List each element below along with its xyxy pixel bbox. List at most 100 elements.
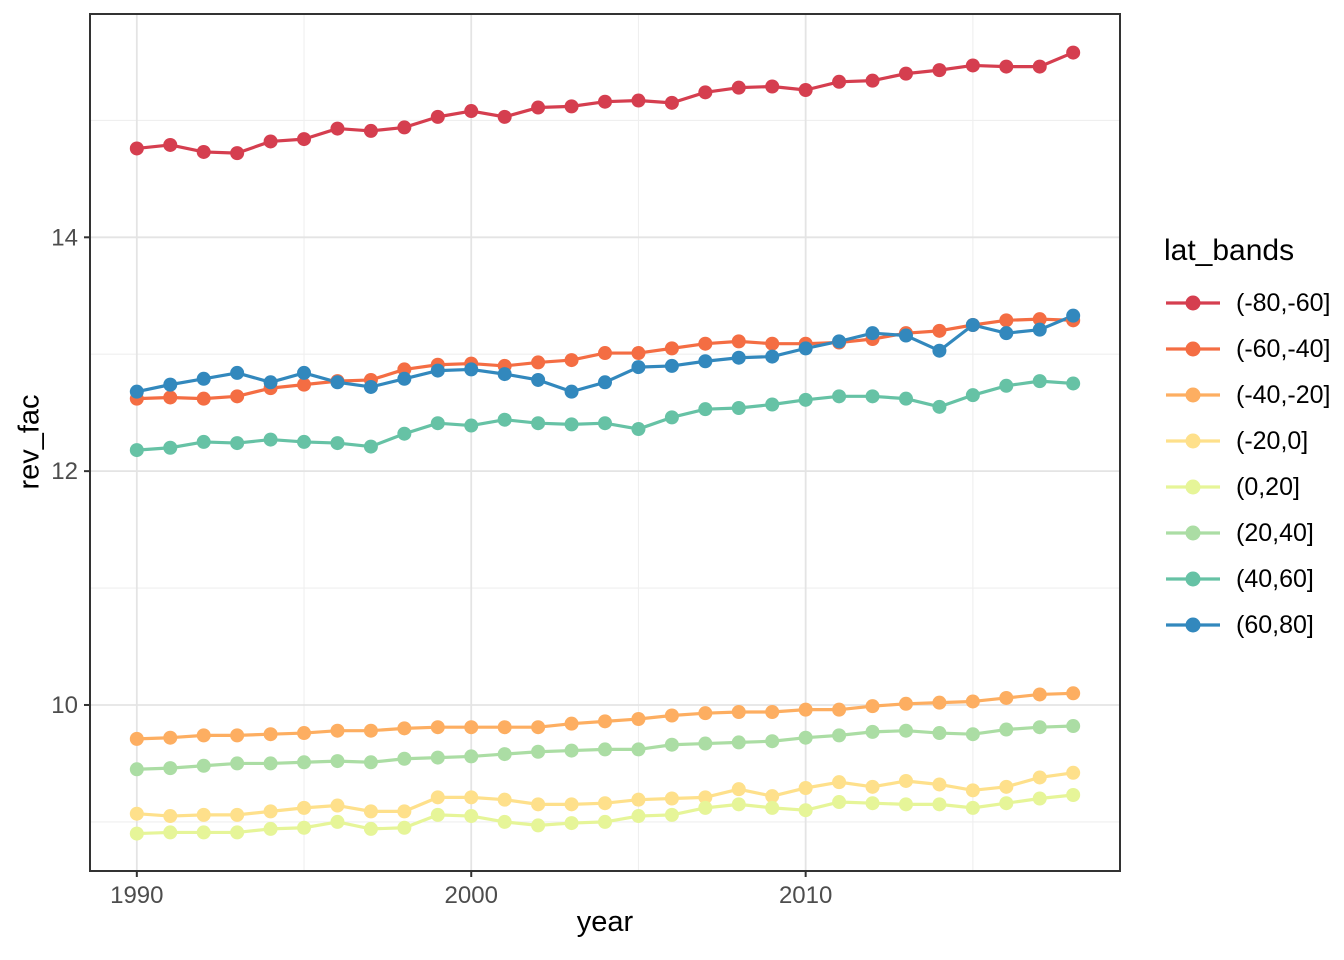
data-point bbox=[363, 755, 378, 770]
legend-label: (40,60] bbox=[1236, 564, 1314, 593]
legend-item: (-20,0] bbox=[1164, 426, 1330, 456]
data-point bbox=[1066, 765, 1081, 780]
data-point bbox=[631, 712, 646, 727]
data-point bbox=[1032, 687, 1047, 702]
data-point bbox=[430, 807, 445, 822]
data-point bbox=[129, 141, 144, 156]
data-point bbox=[129, 731, 144, 746]
data-point bbox=[765, 349, 780, 364]
data-point bbox=[564, 816, 579, 831]
data-point bbox=[898, 328, 913, 343]
data-point bbox=[999, 59, 1014, 74]
data-point bbox=[965, 388, 980, 403]
data-point bbox=[598, 742, 612, 757]
legend-key-icon bbox=[1166, 295, 1220, 311]
data-point bbox=[832, 795, 847, 810]
data-point bbox=[598, 416, 612, 431]
data-point bbox=[163, 761, 178, 776]
data-point bbox=[698, 336, 713, 351]
data-point bbox=[564, 99, 579, 114]
data-point bbox=[297, 800, 312, 815]
data-point bbox=[564, 384, 579, 399]
data-point bbox=[196, 371, 211, 386]
data-point bbox=[397, 751, 412, 766]
data-point bbox=[865, 796, 880, 811]
data-point bbox=[698, 800, 713, 815]
data-point bbox=[129, 806, 144, 821]
legend-key-icon bbox=[1166, 387, 1220, 403]
data-point bbox=[430, 720, 445, 735]
data-point bbox=[999, 313, 1014, 328]
data-point bbox=[163, 730, 178, 745]
data-point bbox=[297, 132, 312, 147]
legend-key-icon bbox=[1166, 341, 1220, 357]
data-point bbox=[765, 79, 780, 94]
data-point bbox=[832, 389, 847, 404]
data-point bbox=[698, 706, 713, 721]
legend-key-icon bbox=[1166, 433, 1220, 449]
x-tick-label: 2000 bbox=[445, 882, 498, 909]
data-point bbox=[1032, 312, 1047, 327]
data-point bbox=[664, 807, 679, 822]
legend-key-icon bbox=[1166, 479, 1220, 495]
data-point bbox=[731, 350, 746, 365]
data-point bbox=[263, 432, 278, 447]
data-point bbox=[230, 389, 245, 404]
data-point bbox=[497, 367, 512, 382]
data-point bbox=[230, 146, 245, 161]
data-point bbox=[230, 756, 245, 771]
x-tick-label: 2010 bbox=[779, 882, 832, 909]
data-point bbox=[330, 798, 345, 813]
data-point bbox=[1032, 791, 1047, 806]
data-point bbox=[363, 723, 378, 738]
data-point bbox=[397, 426, 412, 441]
data-point bbox=[798, 702, 813, 717]
data-point bbox=[430, 790, 445, 805]
data-point bbox=[598, 346, 612, 361]
legend-label: (-80,-60] bbox=[1236, 288, 1331, 317]
data-point bbox=[230, 728, 245, 743]
data-point bbox=[999, 779, 1014, 794]
data-point bbox=[1032, 322, 1047, 337]
legend-key-icon bbox=[1166, 617, 1220, 633]
data-point bbox=[430, 109, 445, 124]
data-point bbox=[731, 334, 746, 349]
data-point bbox=[230, 365, 245, 380]
data-point bbox=[531, 818, 546, 833]
data-point bbox=[765, 734, 780, 749]
data-point bbox=[129, 443, 144, 458]
data-point bbox=[631, 346, 646, 361]
data-point bbox=[297, 755, 312, 770]
legend-label: (-20,0] bbox=[1236, 426, 1309, 455]
data-point bbox=[765, 704, 780, 719]
data-point bbox=[832, 334, 847, 349]
data-point bbox=[564, 743, 579, 758]
data-point bbox=[297, 820, 312, 835]
data-point bbox=[129, 826, 144, 841]
data-point bbox=[497, 412, 512, 427]
data-point bbox=[397, 721, 412, 736]
data-point bbox=[631, 360, 646, 375]
data-point bbox=[932, 777, 947, 792]
data-point bbox=[1032, 770, 1047, 785]
data-point bbox=[1066, 45, 1081, 60]
data-point bbox=[932, 399, 947, 414]
legend-key-icon bbox=[1166, 525, 1220, 541]
data-point bbox=[598, 814, 612, 829]
data-point bbox=[798, 392, 813, 407]
y-axis-title: rev_fac bbox=[13, 394, 46, 490]
data-point bbox=[1066, 308, 1081, 323]
data-point bbox=[932, 797, 947, 812]
data-point bbox=[397, 820, 412, 835]
data-point bbox=[631, 422, 646, 437]
data-point bbox=[263, 375, 278, 390]
data-point bbox=[865, 389, 880, 404]
data-point bbox=[430, 750, 445, 765]
data-point bbox=[297, 726, 312, 741]
data-point bbox=[196, 728, 211, 743]
legend-label: (20,40] bbox=[1236, 518, 1314, 547]
data-point bbox=[865, 699, 880, 714]
data-point bbox=[564, 797, 579, 812]
